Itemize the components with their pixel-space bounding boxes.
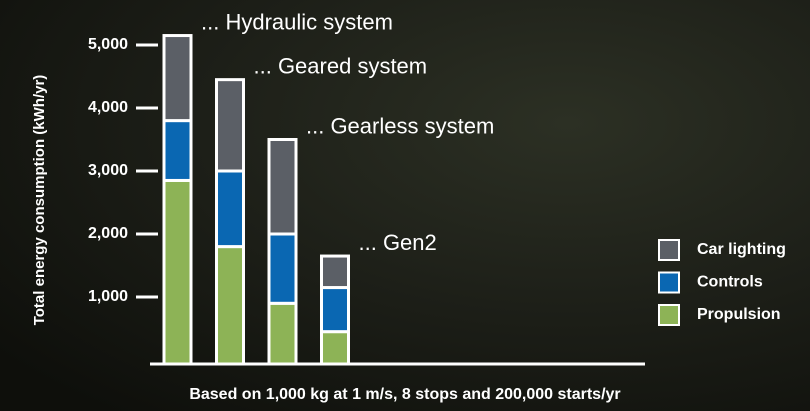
legend-label: Controls [697,274,763,291]
legend-swatch [659,240,679,260]
legend-swatch [659,273,679,293]
bar-segment [217,247,244,364]
legend-label: Car lighting [697,241,786,258]
bar-segment [164,121,191,181]
bar-segment [164,180,191,364]
bar-segment [322,332,349,364]
y-tick-label: 3,000 [88,162,128,179]
y-tick-label: 1,000 [88,288,128,305]
bar-segment [269,234,296,303]
y-tick-label: 4,000 [88,99,128,116]
bar-segment [217,80,244,171]
bar-segment [164,36,191,121]
legend-label: Propulsion [697,306,781,323]
category-label: ... Gen2 [359,230,437,255]
category-label: ... Gearless system [306,113,494,138]
bar-segment [322,256,349,288]
chart: Total energy consumption (kWh/yr) Based … [0,0,810,411]
y-tick-label: 2,000 [88,225,128,242]
category-label: ... Geared system [254,53,428,78]
bar-segment [322,288,349,332]
bar-segment [217,171,244,247]
y-tick-label: 5,000 [88,36,128,53]
bar-segment [269,140,296,235]
legend-swatch [659,305,679,325]
category-label: ... Hydraulic system [201,9,393,34]
y-axis-title: Total energy consumption (kWh/yr) [31,75,48,326]
bar-segment [269,303,296,364]
x-axis-title: Based on 1,000 kg at 1 m/s, 8 stops and … [189,386,620,403]
